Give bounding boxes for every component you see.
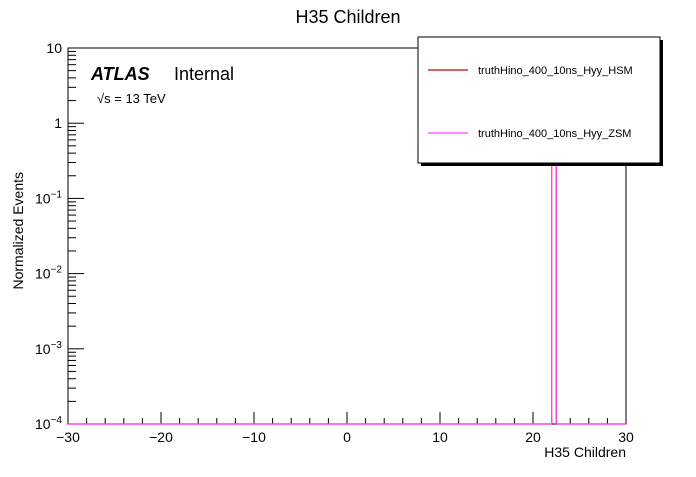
legend-label: truthHino_400_10ns_Hyy_HSM <box>478 65 633 77</box>
x-tick-label: −30 <box>56 429 80 445</box>
y-tick-label: 1 <box>54 115 62 131</box>
experiment-label: ATLAS <box>90 64 150 84</box>
legend-label: truthHino_400_10ns_Hyy_ZSM <box>478 128 631 140</box>
y-tick-label: 10−1 <box>35 189 62 206</box>
energy-label: √s = 13 TeV <box>97 91 166 106</box>
legend: truthHino_400_10ns_Hyy_HSM truthHino_400_… <box>417 36 663 166</box>
x-tick-label: 10 <box>432 429 448 445</box>
y-axis-label: Normalized Events <box>10 172 26 290</box>
x-tick-label: 30 <box>618 429 634 445</box>
status-label: Internal <box>174 64 234 84</box>
x-tick-label: −10 <box>242 429 266 445</box>
y-tick-label: 10−4 <box>35 415 62 432</box>
legend-box <box>417 36 661 164</box>
x-axis-label: H35 Children <box>544 444 626 460</box>
chart-title: H35 Children <box>295 7 400 27</box>
y-tick-label: 10−2 <box>35 265 62 282</box>
x-tick-label: 0 <box>343 429 351 445</box>
x-tick-label: 20 <box>525 429 541 445</box>
x-tick-label: −20 <box>149 429 173 445</box>
y-tick-label: 10 <box>46 40 62 56</box>
y-tick-label: 10−3 <box>35 340 62 357</box>
